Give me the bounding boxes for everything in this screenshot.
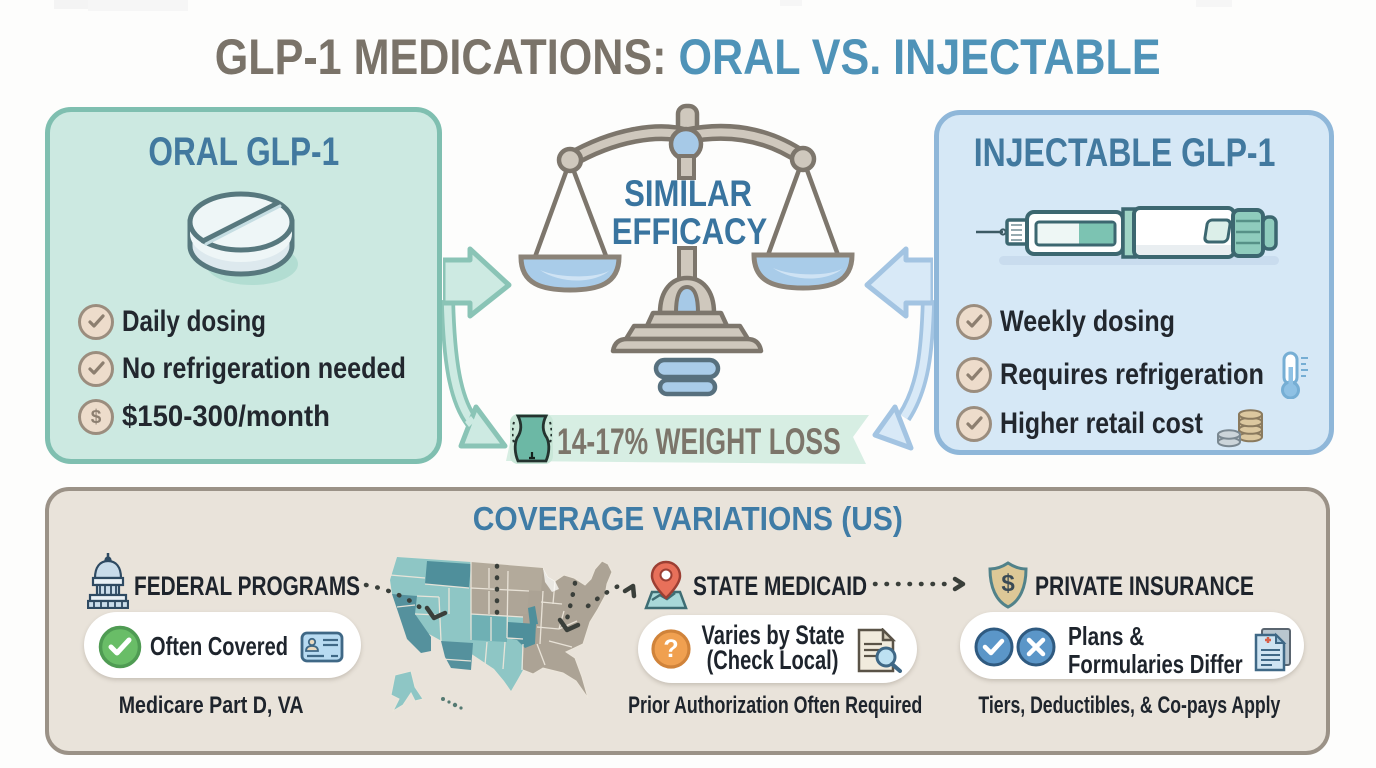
svg-text:$: $ (1001, 570, 1015, 597)
svg-text:?: ? (663, 635, 678, 663)
svg-text:$: $ (91, 407, 102, 428)
